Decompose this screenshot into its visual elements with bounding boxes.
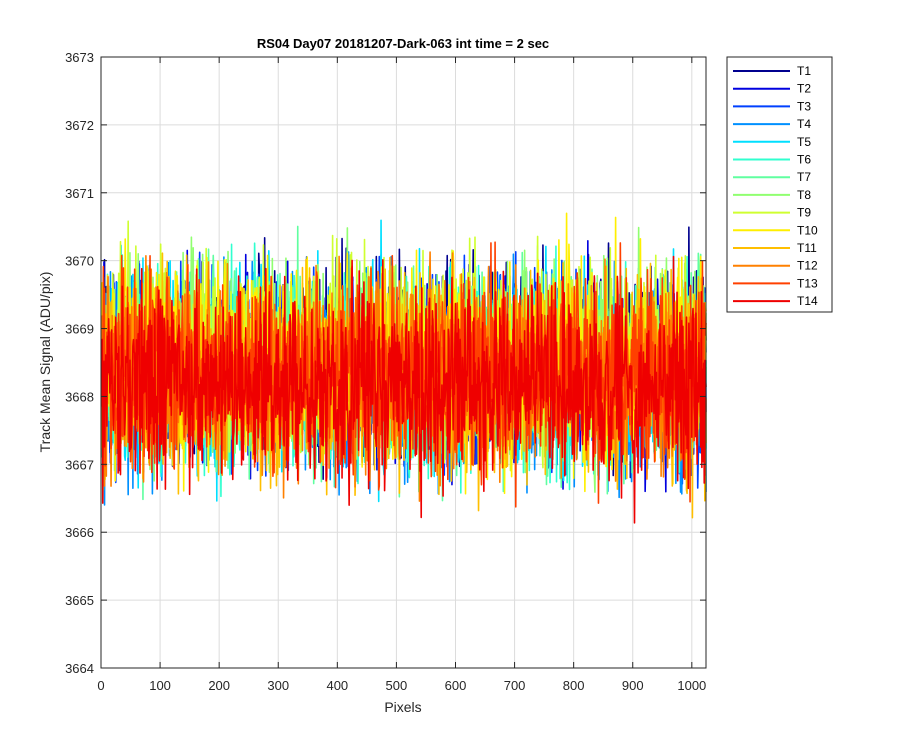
legend-label-t1: T1 xyxy=(797,64,811,78)
legend-label-t11: T11 xyxy=(797,241,817,255)
legend-label-t4: T4 xyxy=(797,117,811,131)
x-tick-label: 0 xyxy=(97,678,104,693)
x-tick-label: 400 xyxy=(326,678,348,693)
x-tick-label: 900 xyxy=(622,678,644,693)
x-tick-label: 300 xyxy=(267,678,289,693)
y-tick-label: 3664 xyxy=(65,661,94,676)
legend-label-t10: T10 xyxy=(797,223,818,237)
y-tick-label: 3669 xyxy=(65,322,94,337)
x-tick-label: 500 xyxy=(386,678,408,693)
legend-label-t9: T9 xyxy=(797,206,811,220)
y-axis-label: Track Mean Signal (ADU/pix) xyxy=(37,272,53,453)
x-tick-label: 1000 xyxy=(677,678,706,693)
y-tick-label: 3671 xyxy=(65,186,94,201)
legend-label-t13: T13 xyxy=(797,276,818,290)
x-tick-label: 700 xyxy=(504,678,526,693)
y-tick-label: 3670 xyxy=(65,254,94,269)
x-tick-label: 200 xyxy=(208,678,230,693)
series-lines xyxy=(100,212,707,524)
legend-label-t7: T7 xyxy=(797,170,811,184)
legend-label-t14: T14 xyxy=(797,294,818,308)
legend-box xyxy=(726,56,833,313)
y-tick-label: 3668 xyxy=(65,389,94,404)
y-tick-label: 3673 xyxy=(65,50,94,65)
chart-title: RS04 Day07 20181207-Dark-063 int time = … xyxy=(257,36,549,51)
x-tick-label: 600 xyxy=(445,678,467,693)
plot-border xyxy=(100,56,707,669)
legend-label-t5: T5 xyxy=(797,135,811,149)
x-tick-label: 100 xyxy=(149,678,171,693)
axis-ticks: 0 100 200 300 400 500 600 700 800 900 1000 3664 3665… xyxy=(65,50,706,693)
legend-label-t8: T8 xyxy=(797,188,811,202)
y-tick-label: 3667 xyxy=(65,457,94,472)
y-tick-label: 3665 xyxy=(65,593,94,608)
x-axis-label: Pixels xyxy=(384,699,421,715)
legend-label-t12: T12 xyxy=(797,259,818,273)
series-line-t14 xyxy=(100,255,707,524)
legend-label-t2: T2 xyxy=(797,82,811,96)
legend-label-t3: T3 xyxy=(797,99,811,113)
legend-label-t6: T6 xyxy=(797,153,811,167)
legend: T1 T2 T3 T4 T5 T6 T7 T8 T9 T10 T11 T12 T13 T14 xyxy=(726,56,833,313)
x-tick-label: 800 xyxy=(563,678,585,693)
y-tick-label: 3672 xyxy=(65,118,94,133)
y-tick-label: 3666 xyxy=(65,525,94,540)
